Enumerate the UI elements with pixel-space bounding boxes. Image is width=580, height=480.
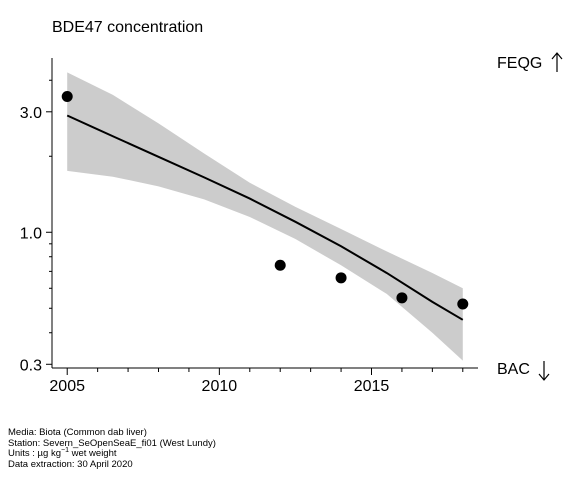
units-suffix: wet weight [68,448,117,459]
y-tick-label: 3.0 [20,105,42,122]
x-tick-label: 2015 [354,378,390,395]
footer-extraction: Data extraction: 30 April 2020 [8,458,133,470]
units-exponent: −1 [61,446,69,454]
data-point [274,259,286,271]
x-tick-label: 2005 [49,378,85,395]
confidence-band-layer [67,72,463,361]
data-point [457,298,469,310]
chart-title: BDE47 concentration [52,19,204,36]
confidence-band [67,72,463,361]
data-point [335,272,347,284]
data-point [396,292,408,304]
threshold-upper: FEQG [497,51,564,73]
threshold-lower-label: BAC [497,361,530,378]
footer-media: Media: Biota (Common dab liver) [8,427,147,438]
x-tick-label: 2010 [202,378,238,395]
arrow-up-icon [551,52,563,72]
trend-line [66,114,464,321]
threshold-lower: BAC [497,360,551,382]
y-tick-label: 0.3 [20,357,42,374]
units-prefix: Units : µg kg [8,448,61,459]
footer-units: Units : µg kg−1 wet weight [8,446,216,460]
footer-station: Station: Severn_SeOpenSeaE_fi01 (West Lu… [8,437,216,449]
trend-line-layer [66,114,464,321]
threshold-upper-label: FEQG [497,55,543,72]
data-points-layer [61,90,469,310]
y-tick-label: 1.0 [20,225,42,242]
arrow-down-icon [538,361,550,381]
metadata-footer: Media: Biota (Common dab liver) Station:… [8,427,216,470]
axes: 2005 2010 2015 0.3 1.0 3.0 [20,58,478,395]
data-point [61,90,73,102]
